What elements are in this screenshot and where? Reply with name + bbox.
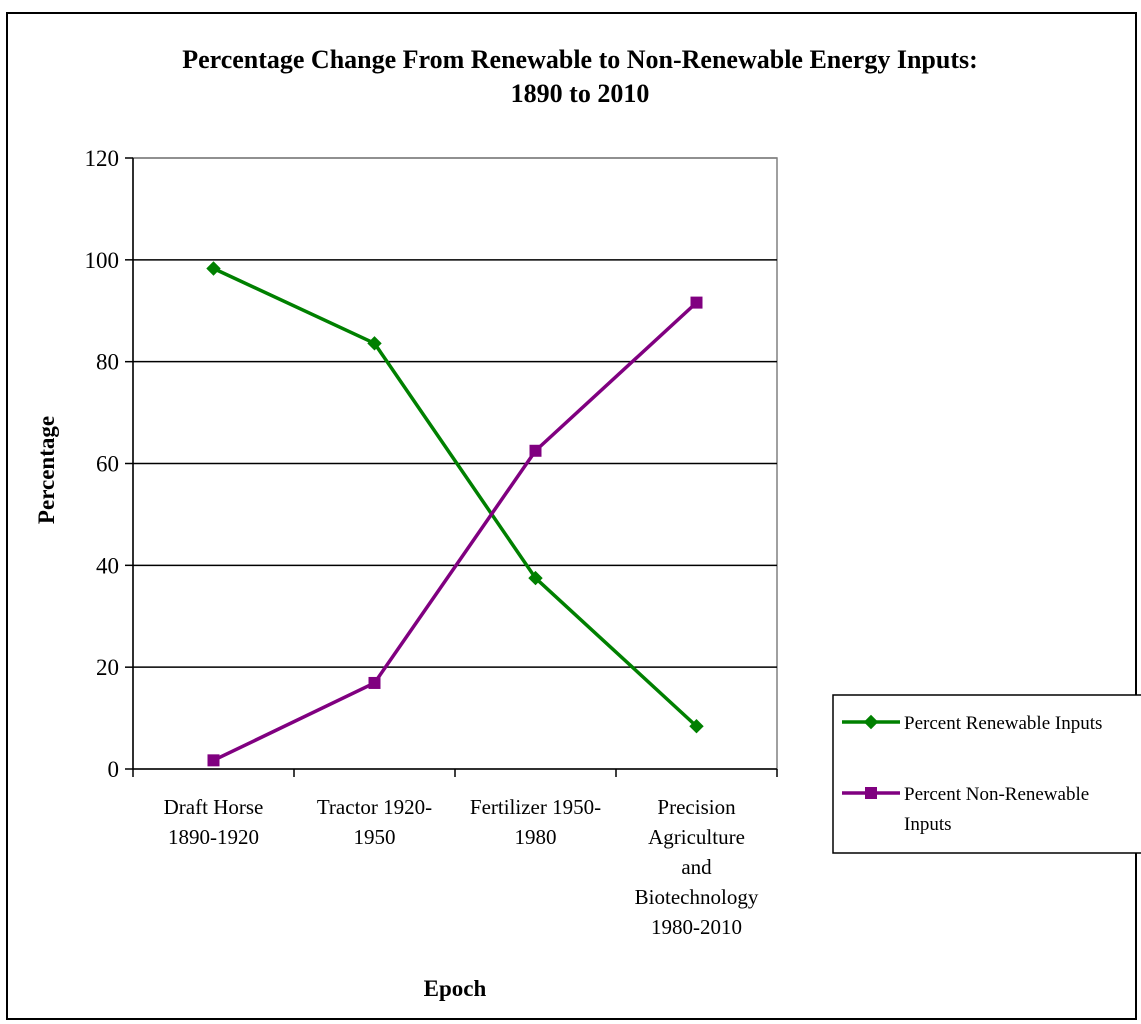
data-point: [529, 444, 542, 457]
y-tick-label: 80: [96, 350, 119, 375]
x-tick-label: Fertilizer 1950-: [470, 795, 601, 819]
x-tick-label: Agriculture: [648, 825, 745, 849]
x-tick-label: Draft Horse: [164, 795, 264, 819]
y-tick-label: 20: [96, 655, 119, 680]
x-axis-title: Epoch: [424, 976, 487, 1001]
y-tick-label: 100: [85, 248, 120, 273]
y-axis-title: Percentage: [34, 416, 59, 524]
legend-label: Percent Non-Renewable: [904, 784, 1089, 805]
legend-entry: Percent Non-Renewable Inputs: [842, 784, 1089, 835]
x-tick-label: and: [681, 855, 712, 879]
chart-title: Percentage Change From Renewable to Non-…: [182, 45, 978, 108]
data-point: [368, 676, 381, 689]
series-renewable: [206, 261, 704, 734]
x-tick-label: Precision: [657, 795, 736, 819]
legend: Percent Renewable Inputs Percent Non-Rene…: [832, 694, 1141, 854]
legend-label: Percent Renewable Inputs: [904, 713, 1102, 734]
legend-swatch-marker: [863, 714, 879, 730]
data-point: [689, 719, 704, 734]
legend-entry: Percent Renewable Inputs: [842, 713, 1102, 734]
data-point: [528, 570, 543, 586]
chart-title-line: 1890 to 2010: [511, 79, 650, 108]
series: [206, 261, 704, 767]
x-tick-label: 1950: [354, 825, 396, 849]
legend-label: Inputs: [904, 814, 952, 835]
series-line: [212, 266, 698, 728]
series-line: [212, 301, 698, 762]
y-tick-label: 0: [108, 757, 120, 782]
y-tick-label: 60: [96, 452, 119, 477]
x-tick-label: 1890-1920: [168, 825, 259, 849]
x-tick-label: Biotechnology: [635, 885, 759, 909]
x-tick-labels: Draft Horse 1890-1920 Tractor 1920- 1950 Fer…: [164, 795, 759, 939]
data-point: [206, 261, 221, 276]
y-tick-labels: 0 20 40 60 80 100 120: [85, 146, 120, 782]
y-tick-label: 40: [96, 553, 119, 578]
x-tick-label: 1980-2010: [651, 915, 742, 939]
data-point: [207, 754, 220, 767]
data-point: [690, 296, 703, 309]
y-tick-label: 120: [85, 146, 120, 171]
data-point: [367, 336, 382, 351]
series-non-renewable: [207, 296, 703, 767]
legend-swatch-marker: [865, 787, 877, 799]
x-tick-label: 1980: [515, 825, 557, 849]
x-tick-label: Tractor 1920-: [317, 795, 432, 819]
chart-title-line: Percentage Change From Renewable to Non-…: [182, 45, 978, 74]
axes: [125, 157, 778, 777]
